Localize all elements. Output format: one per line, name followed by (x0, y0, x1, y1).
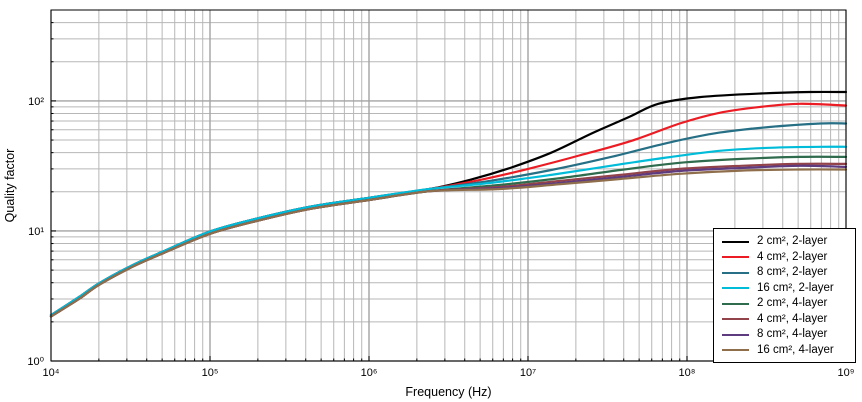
x-tick-label: 10⁶ (361, 367, 378, 379)
series-line-4 (49, 145, 848, 317)
legend-label: 4 cm², 4-layer (757, 312, 828, 325)
legend-line-sample (722, 287, 749, 290)
legend-row: 8 cm², 2-layer (722, 265, 849, 281)
legend-row: 16 cm², 2-layer (722, 281, 849, 297)
y-tick-label: 10² (28, 96, 44, 108)
legend-label: 8 cm², 4-layer (757, 328, 828, 340)
legend-label: 16 cm², 4-layer (757, 343, 834, 356)
legend-label: 16 cm², 2-layer (757, 281, 834, 294)
legend-line-sample (722, 333, 749, 336)
legend: 2 cm², 2-layer 4 cm², 2-layer 8 cm², 2-lay… (713, 228, 856, 363)
plot-frame (50, 9, 847, 362)
x-axis-label: Frequency (Hz) (405, 385, 491, 399)
x-tick-label: 10⁹ (838, 367, 855, 379)
x-tick-label: 10⁷ (520, 367, 536, 379)
y-axis-label: Quality factor (3, 149, 17, 223)
legend-line-sample (722, 271, 749, 274)
legend-line-sample (722, 318, 749, 321)
series-line-8 (49, 168, 848, 318)
legend-label: 2 cm², 2-layer (757, 235, 828, 247)
legend-row: 4 cm², 4-layer (722, 312, 849, 328)
legend-line-sample (722, 256, 749, 259)
legend-line-sample (722, 240, 749, 243)
legend-label: 2 cm², 4-layer (757, 297, 828, 309)
x-tick-label: 10⁵ (202, 367, 219, 379)
x-tick-label: 10⁴ (43, 367, 60, 379)
legend-row: 4 cm², 2-layer (722, 250, 849, 266)
legend-label: 4 cm², 2-layer (757, 250, 828, 263)
legend-row: 16 cm², 4-layer (722, 343, 849, 359)
legend-label: 8 cm², 2-layer (757, 266, 828, 278)
series-lines (49, 90, 848, 318)
y-tick-label: 10⁰ (27, 356, 44, 368)
legend-row: 2 cm², 4-layer (722, 296, 849, 312)
legend-line-sample (722, 302, 749, 305)
legend-row: 2 cm², 2-layer (722, 234, 849, 250)
legend-line-sample (722, 349, 749, 352)
legend-row: 8 cm², 4-layer (722, 327, 849, 343)
x-tick-label: 10⁸ (679, 367, 696, 379)
y-tick-label: 10¹ (28, 226, 44, 238)
